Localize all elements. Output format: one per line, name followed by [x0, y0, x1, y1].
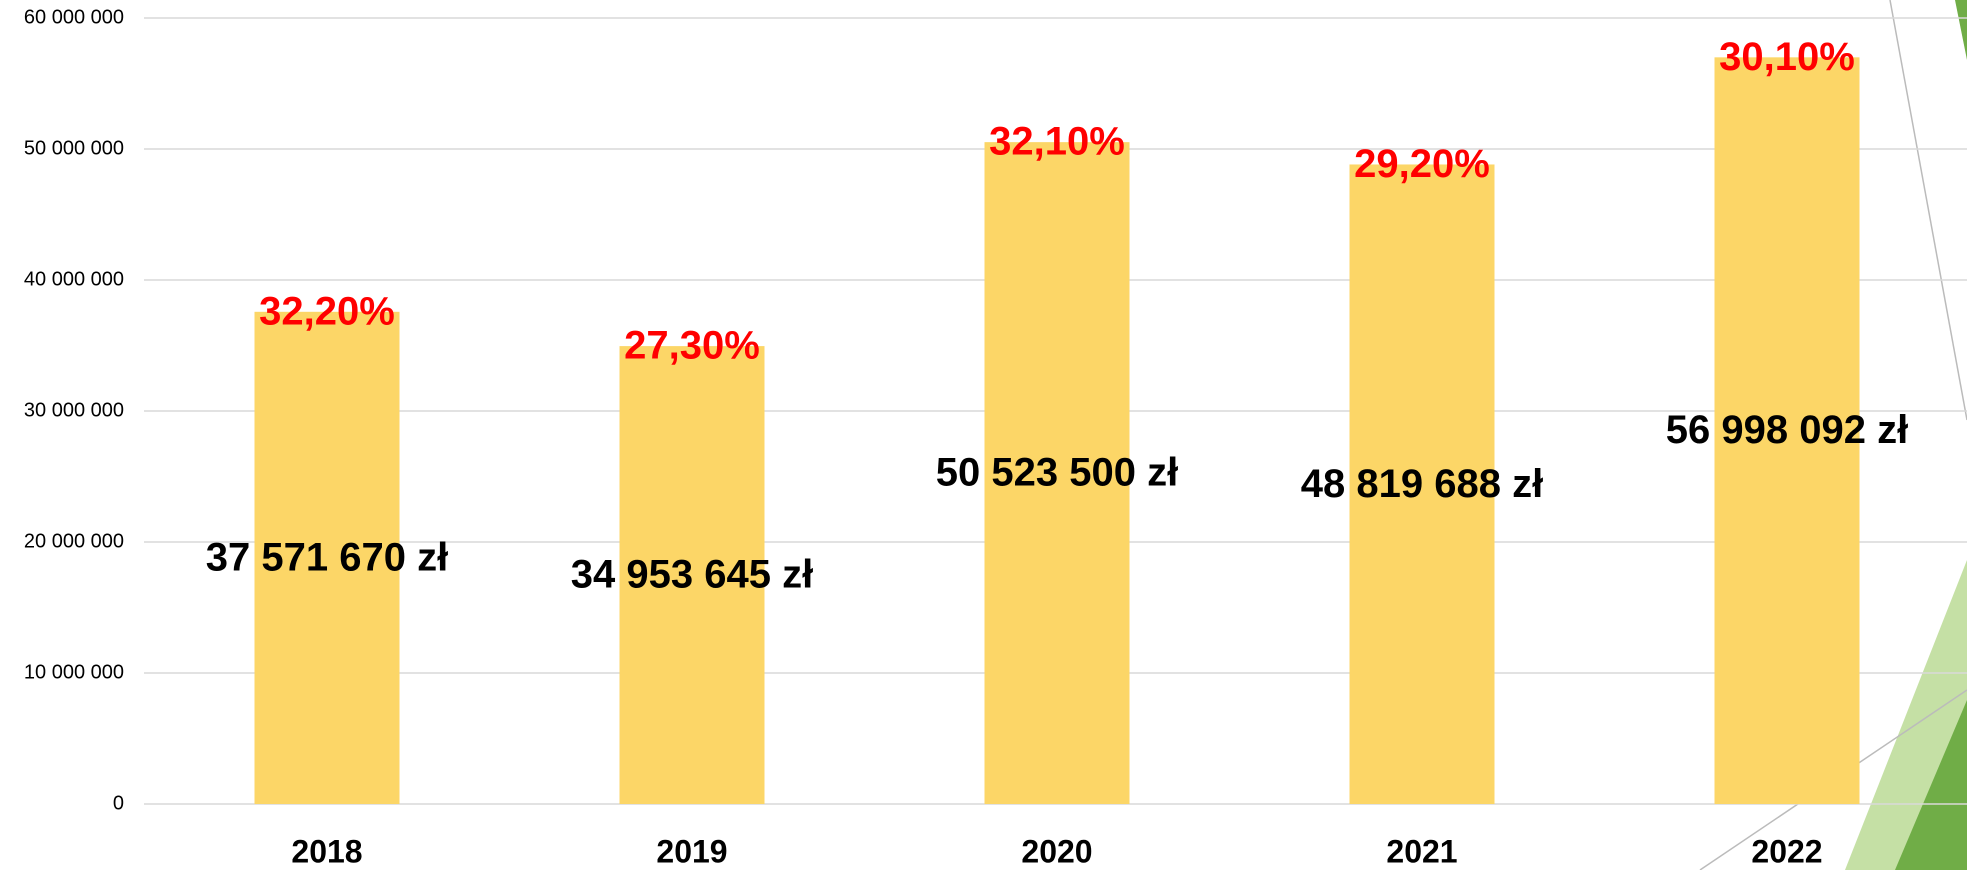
x-tick-label: 2019 [656, 833, 727, 869]
x-tick-label: 2021 [1386, 833, 1457, 869]
decor-line [1890, 0, 1967, 420]
percent-label: 32,20% [259, 289, 395, 333]
percent-label: 27,30% [624, 324, 760, 368]
percent-label: 29,20% [1354, 142, 1490, 186]
percent-label: 32,10% [989, 120, 1125, 164]
value-label: 56 998 092 zł [1666, 408, 1908, 452]
y-tick-label: 10 000 000 [24, 661, 124, 683]
value-label: 48 819 688 zł [1301, 462, 1543, 506]
y-tick-label: 20 000 000 [24, 530, 124, 552]
x-tick-label: 2022 [1751, 833, 1822, 869]
value-label: 34 953 645 zł [571, 553, 813, 597]
decor-triangle [1955, 0, 1967, 60]
y-tick-label: 40 000 000 [24, 268, 124, 290]
y-tick-label: 50 000 000 [24, 137, 124, 159]
y-tick-label: 60 000 000 [24, 6, 124, 28]
value-label: 50 523 500 zł [936, 451, 1178, 495]
y-tick-label: 0 [113, 792, 124, 814]
x-tick-label: 2018 [291, 833, 362, 869]
y-tick-label: 30 000 000 [24, 399, 124, 421]
value-label: 37 571 670 zł [206, 535, 448, 579]
chart: 0 10 000 000 20 000 000 30 000 000 40 000 00… [0, 0, 1967, 870]
percent-label: 30,10% [1719, 35, 1855, 79]
x-tick-label: 2020 [1021, 833, 1092, 869]
